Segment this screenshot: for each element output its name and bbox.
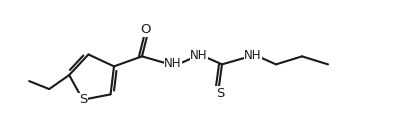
Text: S: S: [216, 87, 224, 100]
Text: NH: NH: [190, 49, 208, 62]
Text: O: O: [141, 23, 151, 36]
Text: S: S: [79, 93, 87, 106]
Text: NH: NH: [164, 57, 182, 70]
Text: NH: NH: [244, 49, 262, 62]
